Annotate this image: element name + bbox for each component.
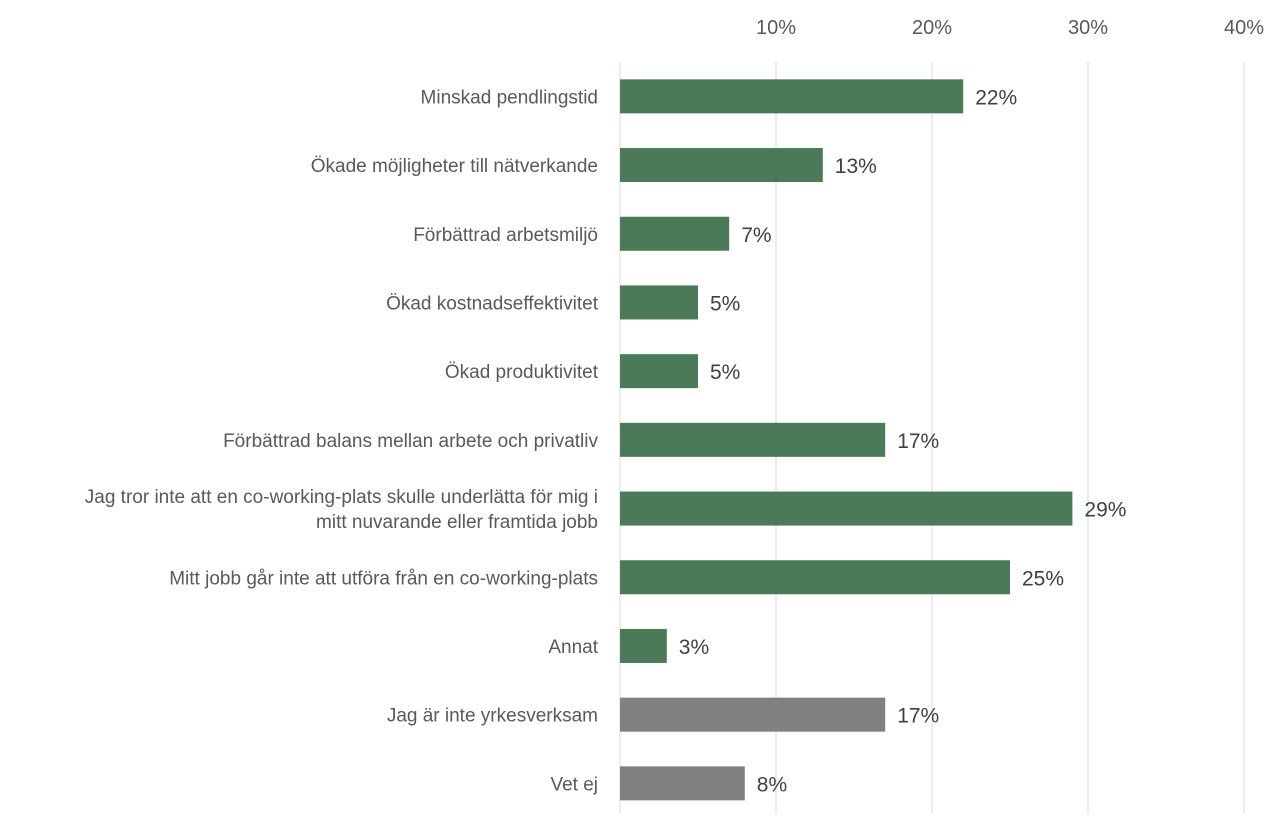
category-label: Vet ej xyxy=(550,774,598,795)
bar xyxy=(620,697,886,732)
bar xyxy=(620,491,1073,526)
value-label: 5% xyxy=(710,361,740,384)
bar xyxy=(620,628,667,663)
x-axis-ticks: 10% 20% 30% 40% xyxy=(756,17,1264,39)
value-labels: 22% 13% 7% 5% 5% 17% 29% 25% 3% 17% 8% xyxy=(679,86,1127,796)
value-label: 25% xyxy=(1022,567,1064,590)
value-label: 7% xyxy=(741,224,771,247)
bar xyxy=(620,422,886,457)
gridlines xyxy=(619,62,1245,814)
bar xyxy=(620,216,730,251)
category-label: Ökad produktivitet xyxy=(445,362,599,383)
bar xyxy=(620,560,1010,595)
value-label: 17% xyxy=(897,430,939,453)
category-label: Jag är inte yrkesverksam xyxy=(387,706,598,727)
bar xyxy=(620,766,745,801)
bar xyxy=(620,79,964,114)
bar xyxy=(620,285,698,320)
value-label: 5% xyxy=(710,292,740,315)
category-label: Minskad pendlingstid xyxy=(421,87,598,108)
category-label: Ökad kostnadseffektivitet xyxy=(386,293,599,314)
x-tick-label: 10% xyxy=(756,17,796,39)
category-label: Annat xyxy=(548,637,598,658)
x-tick-label: 30% xyxy=(1068,17,1108,39)
value-label: 17% xyxy=(897,705,939,728)
bars xyxy=(620,79,1073,801)
x-tick-label: 40% xyxy=(1224,17,1264,39)
x-tick-label: 20% xyxy=(912,17,952,39)
value-label: 22% xyxy=(975,86,1017,109)
category-label: Jag tror inte att en co-working-plats sk… xyxy=(85,487,598,533)
bar xyxy=(620,354,698,389)
category-label: Förbättrad balans mellan arbete och priv… xyxy=(223,431,598,452)
bar xyxy=(620,148,823,183)
value-label: 13% xyxy=(835,155,877,178)
category-label: Ökade möjligheter till nätverkande xyxy=(311,156,598,177)
value-label: 8% xyxy=(757,773,787,796)
value-label: 3% xyxy=(679,636,709,659)
category-label: Mitt jobb går inte att utföra från en co… xyxy=(169,568,598,589)
category-labels: Minskad pendlingstid Ökade möjligheter ti… xyxy=(85,87,599,795)
value-label: 29% xyxy=(1084,499,1126,522)
category-label: Förbättrad arbetsmiljö xyxy=(413,225,598,246)
